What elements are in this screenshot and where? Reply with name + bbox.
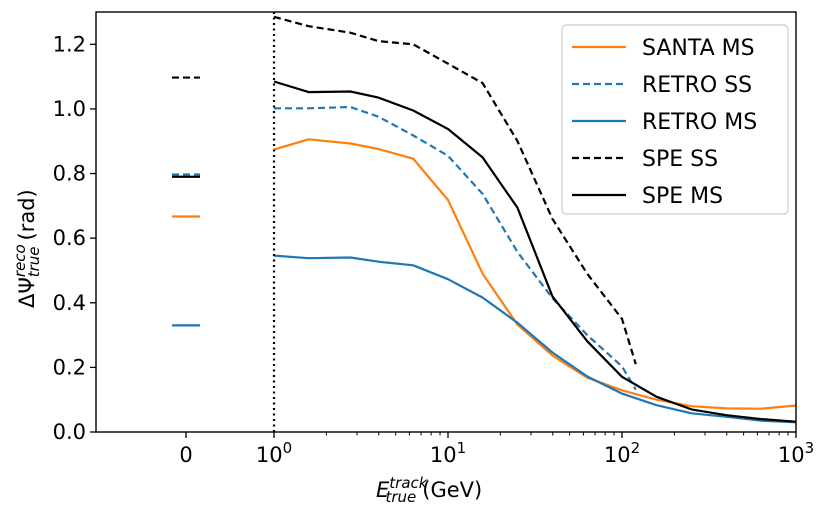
- series-line: [274, 105, 637, 391]
- series-lines: [273, 15, 797, 424]
- x-tick-label: 103: [778, 439, 814, 467]
- legend-label: RETRO SS: [642, 73, 752, 98]
- series-line: [273, 80, 797, 423]
- series-line: [273, 138, 797, 410]
- y-tick-label: 0.4: [53, 291, 86, 315]
- legend-label: SANTA MS: [642, 36, 755, 61]
- y-tick-label: 0.8: [53, 162, 86, 186]
- x-tick-label: 101: [430, 439, 466, 467]
- legend: SANTA MS RETRO SS RETRO MS SPE SS SPE MS: [561, 24, 789, 215]
- y-tick-label: 0.0: [53, 420, 86, 444]
- x-tick-label: 102: [604, 439, 640, 467]
- y-axis-label-text: ΔΨrecotrue(rad): [11, 189, 43, 308]
- x-tick-label: 0: [179, 443, 192, 467]
- y-axis-ticks: 0.0 0.2 0.4 0.6 0.8 1.0 1.2: [53, 32, 96, 444]
- legend-label: SPE MS: [642, 184, 723, 209]
- y-axis-label: ΔΨrecotrue(rad): [11, 189, 43, 308]
- legend-label: SPE SS: [642, 147, 718, 172]
- y-tick-label: 0.6: [53, 226, 86, 250]
- x-axis-label-text: Etrack true (GeV): [376, 474, 482, 506]
- series-line: [273, 254, 797, 424]
- series-line: [273, 15, 637, 365]
- x-tick-label: 100: [256, 439, 292, 467]
- legend-label: RETRO MS: [642, 110, 757, 135]
- x-axis-label: Etrack true (GeV): [376, 474, 482, 506]
- legend-box: [561, 24, 789, 215]
- y-tick-label: 1.2: [53, 32, 86, 56]
- y-tick-label: 1.0: [53, 97, 86, 121]
- plot-frame: [95, 11, 797, 433]
- y-tick-label: 0.2: [53, 355, 86, 379]
- x-axis-ticks: 0 100 101 102 103: [179, 432, 814, 467]
- zero-energy-markers: [172, 76, 200, 327]
